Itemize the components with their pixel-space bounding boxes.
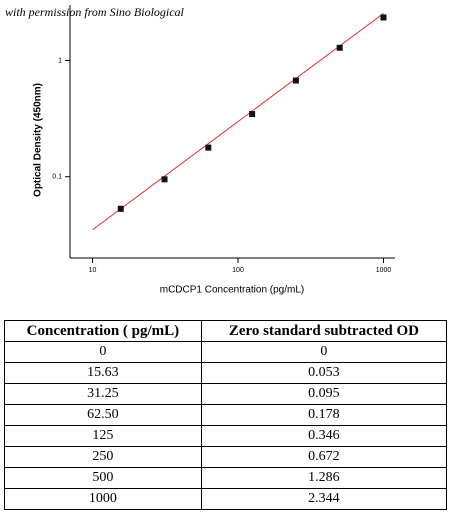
table-row: 1000 2.344 [4,488,448,510]
point [205,144,212,151]
point [292,77,299,84]
table-cell: 62.50 [4,404,202,426]
table-cell: 31.25 [4,383,202,405]
x-tick-label: 100 [232,267,244,274]
table-cell: 0.095 [200,383,448,405]
table-cell: 0.672 [200,446,448,468]
table-cell: 0.178 [200,404,448,426]
x-tick-label: 1000 [376,267,392,274]
table-row: 31.25 0.095 [4,383,448,405]
point [249,111,256,118]
table-row: 62.50 0.178 [4,404,448,426]
annotation: with permission from Sino Biological [5,5,185,19]
point [336,44,343,51]
x-tick-label: 10 [89,267,97,274]
table-cell: 1.286 [200,467,448,489]
point [161,176,168,183]
y-axis-label: Optical Density (450nm) [33,83,44,197]
table-cell: 2.344 [200,488,448,510]
point [117,205,124,212]
y-tick-label: 1 [58,57,62,64]
header-cell: Zero standard subtracted OD [200,320,448,342]
table-row: 125 0.346 [4,425,448,447]
table-cell: 0.053 [200,362,448,384]
x-axis-label: mCDCP1 Concentration (pg/mL) [160,285,305,296]
table-cell: 125 [4,425,202,447]
y-tick-label: 0.1 [52,174,62,181]
point [380,14,387,21]
chart: with permission from Sino Biological mCD… [5,5,395,296]
table-row: 500 1.286 [4,467,448,489]
table-cell: 250 [4,446,202,468]
table-cell: 15.63 [4,362,202,384]
table-row: 15.63 0.053 [4,362,448,384]
header-cell: Concentration ( pg/mL) [4,320,202,342]
table-row: 250 0.672 [4,446,448,468]
table-cell: 0.346 [200,425,448,447]
table-cell: 0 [200,341,448,363]
fit-line [92,13,384,231]
table-cell: 1000 [4,488,202,510]
table-cell: 500 [4,467,202,489]
data-table: Concentration ( pg/mL) Zero standard subt… [4,320,448,510]
table-cell: 0 [4,341,202,363]
